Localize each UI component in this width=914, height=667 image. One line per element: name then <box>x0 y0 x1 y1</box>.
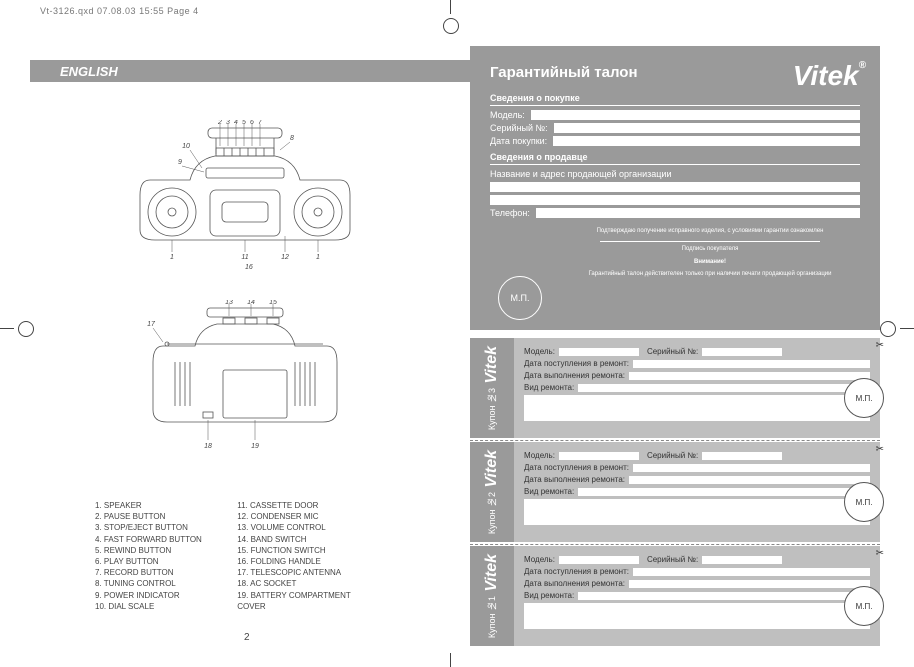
page-header: Vt-3126.qxd 07.08.03 15:55 Page 4 <box>40 6 199 16</box>
page-number: 2 <box>244 632 250 643</box>
section-seller: Сведения о продавце <box>490 152 860 165</box>
coupon-num-1: Купон №1 <box>487 596 497 638</box>
svg-text:3: 3 <box>226 120 230 126</box>
buyer-sig: Подпись покупателя <box>560 246 860 253</box>
section-purchase: Сведения о покупке <box>490 93 860 106</box>
svg-text:1: 1 <box>170 254 174 260</box>
parts-item: 18. AC SOCKET <box>237 578 351 589</box>
seller-line-1 <box>490 182 860 192</box>
parts-item: 4. FAST FORWARD BUTTON <box>95 534 235 545</box>
coupon-num-2: Купон №2 <box>487 492 497 534</box>
parts-item: 2. PAUSE BUTTON <box>95 511 235 522</box>
svg-text:1: 1 <box>316 254 320 260</box>
coupon-brand: Vitek <box>483 346 501 384</box>
attention-head: Внимание! <box>560 259 860 266</box>
parts-item: 15. FUNCTION SWITCH <box>237 545 351 556</box>
separator-1 <box>470 544 880 545</box>
svg-text:13: 13 <box>225 300 233 306</box>
warranty-panel: Vitek® Гарантийный талон Сведения о поку… <box>470 46 880 330</box>
parts-item: 19. BATTERY COMPARTMENT <box>237 590 351 601</box>
scissor-icon: ✂ <box>876 444 884 455</box>
seller-line-2 <box>490 195 860 205</box>
svg-text:2: 2 <box>217 120 222 126</box>
brand-logo: Vitek® <box>793 60 866 92</box>
svg-text:12: 12 <box>281 254 289 260</box>
parts-item: 12. CONDENSER MIC <box>237 511 351 522</box>
svg-text:7: 7 <box>258 120 263 126</box>
product-front-diagram: 234 567 8910 111121 <box>130 120 360 260</box>
scissor-icon: ✂ <box>876 548 884 559</box>
seller-name-label: Название и адрес продающей организации <box>490 169 860 179</box>
english-section-bar: ENGLISH <box>30 60 470 82</box>
field-phone: Телефон: <box>490 208 860 218</box>
scissor-icon: ✂ <box>876 340 884 351</box>
attention-text: Гарантийный талон действителен только пр… <box>560 271 860 278</box>
parts-item: 5. REWIND BUTTON <box>95 545 235 556</box>
parts-item: 11. CASSETTE DOOR <box>237 500 351 511</box>
crop-mark-left <box>0 328 14 329</box>
coupon-3: VitekКупон №3 Модель:Серийный №: Дата по… <box>470 338 880 438</box>
crop-mark-top <box>450 0 451 14</box>
parts-item: 9. POWER INDICATOR <box>95 590 235 601</box>
svg-text:14: 14 <box>247 300 255 306</box>
separator-2 <box>470 440 880 441</box>
coupon-brand: Vitek <box>483 450 501 488</box>
svg-text:15: 15 <box>269 300 277 306</box>
svg-text:6: 6 <box>250 120 254 126</box>
parts-item: 8. TUNING CONTROL <box>95 578 235 589</box>
field-purchase-date: Дата покупки: <box>490 136 860 146</box>
crop-mark-bottom <box>450 653 451 667</box>
field-model: Модель: <box>490 110 860 120</box>
parts-item: 1. SPEAKER <box>95 500 235 511</box>
svg-text:11: 11 <box>241 254 248 260</box>
coupon-2: VitekКупон №2 Модель:Серийный №: Дата по… <box>470 442 880 542</box>
svg-text:19: 19 <box>251 443 259 450</box>
svg-text:8: 8 <box>290 135 294 142</box>
svg-text:5: 5 <box>242 120 246 126</box>
parts-item: 10. DIAL SCALE <box>95 601 235 612</box>
crop-mark-right <box>900 328 914 329</box>
svg-text:9: 9 <box>178 159 182 166</box>
callout-16: 16 <box>245 264 253 271</box>
svg-text:4: 4 <box>234 120 238 126</box>
parts-item: 3. STOP/EJECT BUTTON <box>95 522 235 533</box>
parts-item: 14. BAND SWITCH <box>237 534 351 545</box>
svg-text:10: 10 <box>182 143 190 150</box>
parts-item: 13. VOLUME CONTROL <box>237 522 351 533</box>
product-back-diagram: 13 14 15 17 18 19 <box>145 300 345 450</box>
parts-item: 6. PLAY BUTTON <box>95 556 235 567</box>
english-label: ENGLISH <box>30 60 470 79</box>
parts-item: COVER <box>237 601 351 612</box>
coupon-stamp-3: М.П. <box>844 378 884 418</box>
coupon-stamp-2: М.П. <box>844 482 884 522</box>
coupon-brand: Vitek <box>483 554 501 592</box>
parts-item: 7. RECORD BUTTON <box>95 567 235 578</box>
coupon-stamp-1: М.П. <box>844 586 884 626</box>
svg-text:18: 18 <box>204 443 212 450</box>
field-serial: Серийный №: <box>490 123 860 133</box>
confirm-text: Подтверждаю получение исправного изделия… <box>560 228 860 235</box>
parts-item: 16. FOLDING HANDLE <box>237 556 351 567</box>
coupon-num-3: Купон №3 <box>487 388 497 430</box>
stamp-main: М.П. <box>498 276 542 320</box>
coupon-1: VitekКупон №1 Модель:Серийный №: Дата по… <box>470 546 880 646</box>
svg-text:17: 17 <box>147 321 156 328</box>
parts-list: 1. SPEAKER2. PAUSE BUTTON3. STOP/EJECT B… <box>95 500 351 612</box>
parts-item: 17. TELESCOPIC ANTENNA <box>237 567 351 578</box>
